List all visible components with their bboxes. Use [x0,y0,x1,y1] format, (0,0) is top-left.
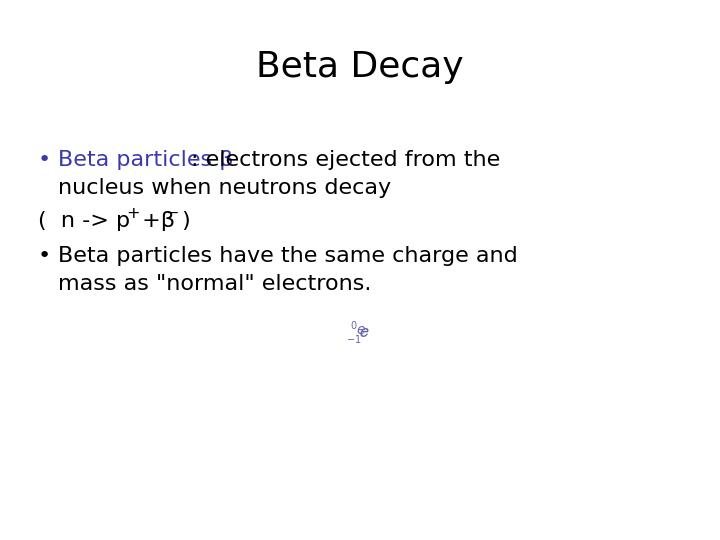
Text: +β: +β [135,211,175,231]
Text: Beta particles β: Beta particles β [58,150,233,170]
Text: −: − [165,206,179,221]
Text: +: + [126,206,140,221]
Text: (  n -> p: ( n -> p [38,211,130,231]
Text: Beta Decay: Beta Decay [256,50,464,84]
Text: $^{0}e$: $^{0}e$ [350,319,366,338]
Text: ): ) [175,211,191,231]
Text: : electrons ejected from the: : electrons ejected from the [191,150,500,170]
Text: •: • [38,246,51,266]
Text: Beta particles have the same charge and: Beta particles have the same charge and [58,246,518,266]
Text: mass as "normal" electrons.: mass as "normal" electrons. [58,274,372,294]
Text: $\mathcal{e}$: $\mathcal{e}$ [358,322,369,341]
Text: $_{-1}$: $_{-1}$ [346,332,361,346]
Text: nucleus when neutrons decay: nucleus when neutrons decay [58,178,391,198]
Text: •: • [38,150,51,170]
